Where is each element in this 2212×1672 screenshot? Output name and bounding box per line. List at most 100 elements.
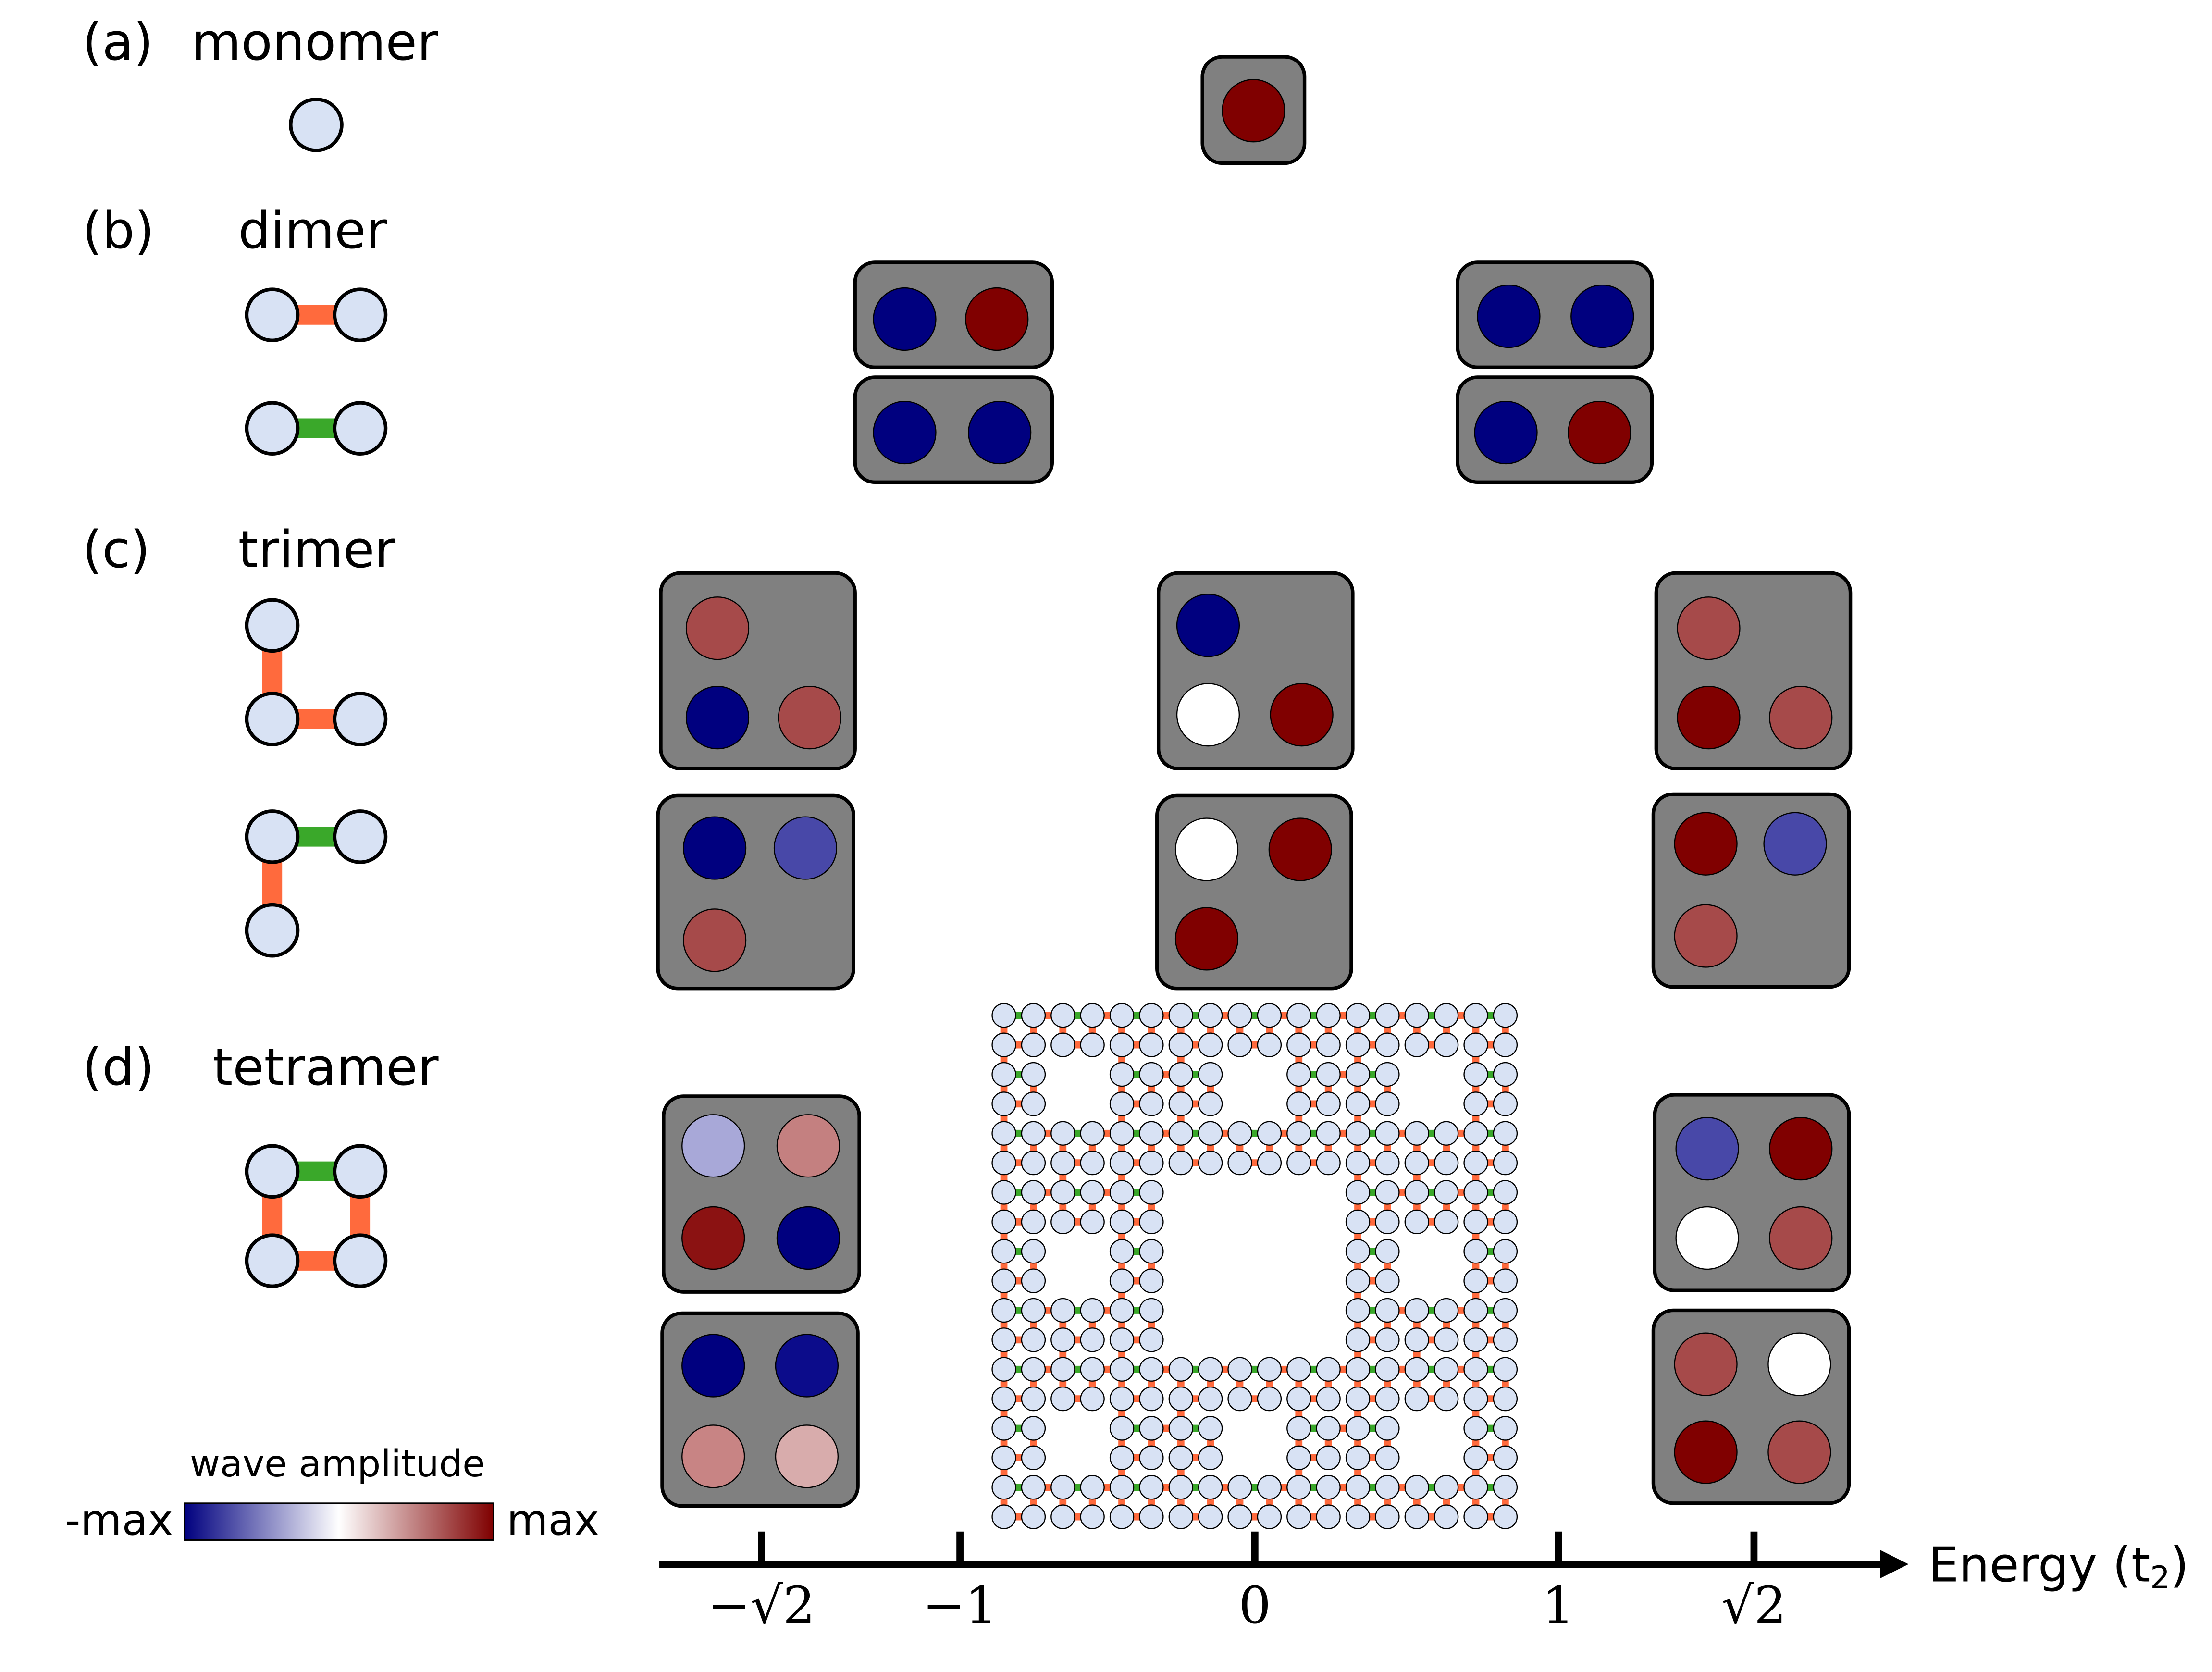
site bbox=[991, 1268, 1016, 1293]
panel-name: tetramer bbox=[213, 1038, 439, 1097]
site bbox=[1375, 1032, 1400, 1057]
site bbox=[1139, 1032, 1164, 1057]
site bbox=[1433, 1298, 1459, 1323]
site bbox=[1050, 1209, 1075, 1235]
site bbox=[1021, 1121, 1046, 1146]
site bbox=[1345, 1475, 1371, 1500]
site bbox=[1316, 1150, 1341, 1176]
site bbox=[1463, 1209, 1488, 1235]
site bbox=[1050, 1475, 1075, 1500]
site bbox=[1080, 1032, 1105, 1057]
site bbox=[245, 287, 300, 342]
site bbox=[1257, 1357, 1282, 1382]
site bbox=[1168, 1504, 1193, 1529]
site bbox=[1050, 1180, 1075, 1205]
site bbox=[991, 1504, 1016, 1529]
site bbox=[991, 1180, 1016, 1205]
axis-arrow bbox=[1880, 1550, 1909, 1579]
site bbox=[1080, 1150, 1105, 1176]
site bbox=[1257, 1032, 1282, 1057]
diagram bbox=[245, 55, 1853, 1529]
site bbox=[991, 1150, 1016, 1176]
site bbox=[1139, 1150, 1164, 1176]
site bbox=[1109, 1032, 1135, 1057]
amplitude-site bbox=[776, 1114, 840, 1178]
site bbox=[1227, 1386, 1252, 1412]
panel-tag: (a) bbox=[82, 12, 153, 72]
site bbox=[991, 1003, 1016, 1028]
site bbox=[1168, 1062, 1193, 1087]
site bbox=[1198, 1032, 1223, 1057]
site bbox=[1021, 1150, 1046, 1176]
site bbox=[991, 1121, 1016, 1146]
site bbox=[1493, 1062, 1518, 1087]
site bbox=[1316, 1032, 1341, 1057]
site bbox=[1168, 1475, 1193, 1500]
site bbox=[1316, 1003, 1341, 1028]
site bbox=[1080, 1504, 1105, 1529]
site bbox=[1404, 1298, 1429, 1323]
site bbox=[1227, 1121, 1252, 1146]
site bbox=[1375, 1504, 1400, 1529]
site bbox=[1493, 1504, 1518, 1529]
site bbox=[1375, 1003, 1400, 1028]
colorbar-title: wave amplitude bbox=[190, 1443, 485, 1486]
site bbox=[1433, 1180, 1459, 1205]
site bbox=[1316, 1091, 1341, 1116]
site bbox=[1375, 1416, 1400, 1441]
panel-name: dimer bbox=[238, 201, 387, 260]
site bbox=[1463, 1386, 1488, 1412]
site bbox=[1493, 1003, 1518, 1028]
site bbox=[1286, 1150, 1311, 1176]
site bbox=[1227, 1357, 1252, 1382]
site bbox=[1021, 1003, 1046, 1028]
amplitude-site bbox=[1474, 400, 1538, 465]
site bbox=[1463, 1445, 1488, 1471]
site bbox=[1021, 1445, 1046, 1471]
site bbox=[1316, 1121, 1341, 1146]
site bbox=[1463, 1003, 1488, 1028]
site bbox=[1021, 1062, 1046, 1087]
site bbox=[333, 287, 388, 342]
site bbox=[1345, 1327, 1371, 1352]
site bbox=[1227, 1150, 1252, 1176]
site bbox=[1168, 1150, 1193, 1176]
site bbox=[1080, 1357, 1105, 1382]
site bbox=[1139, 1003, 1164, 1028]
site bbox=[1463, 1180, 1488, 1205]
site bbox=[1198, 1504, 1223, 1529]
site bbox=[1168, 1386, 1193, 1412]
amplitude-site bbox=[681, 1424, 745, 1488]
site bbox=[1139, 1062, 1164, 1087]
site bbox=[1198, 1445, 1223, 1471]
site bbox=[1021, 1327, 1046, 1352]
site bbox=[1404, 1209, 1429, 1235]
amplitude-site bbox=[1270, 683, 1334, 747]
amplitude-site bbox=[1769, 686, 1833, 750]
site bbox=[1021, 1180, 1046, 1205]
site bbox=[1404, 1003, 1429, 1028]
site bbox=[1109, 1180, 1135, 1205]
site bbox=[1345, 1062, 1371, 1087]
site bbox=[1139, 1209, 1164, 1235]
site bbox=[1433, 1327, 1459, 1352]
amplitude-site bbox=[1675, 1206, 1739, 1270]
site bbox=[991, 1209, 1016, 1235]
site bbox=[1493, 1386, 1518, 1412]
site bbox=[1463, 1416, 1488, 1441]
site bbox=[1286, 1121, 1311, 1146]
axis-label: Energy (t2) bbox=[1928, 1537, 2189, 1596]
site bbox=[1080, 1180, 1105, 1205]
site bbox=[1375, 1386, 1400, 1412]
amplitude-site bbox=[1763, 812, 1827, 876]
site bbox=[1139, 1239, 1164, 1264]
site bbox=[1345, 1150, 1371, 1176]
site bbox=[1463, 1091, 1488, 1116]
site bbox=[1286, 1475, 1311, 1500]
site bbox=[289, 97, 344, 152]
panel-name: trimer bbox=[238, 520, 396, 580]
site bbox=[1109, 1386, 1135, 1412]
amplitude-site bbox=[1674, 1420, 1738, 1484]
site bbox=[1109, 1003, 1135, 1028]
site bbox=[333, 401, 388, 456]
